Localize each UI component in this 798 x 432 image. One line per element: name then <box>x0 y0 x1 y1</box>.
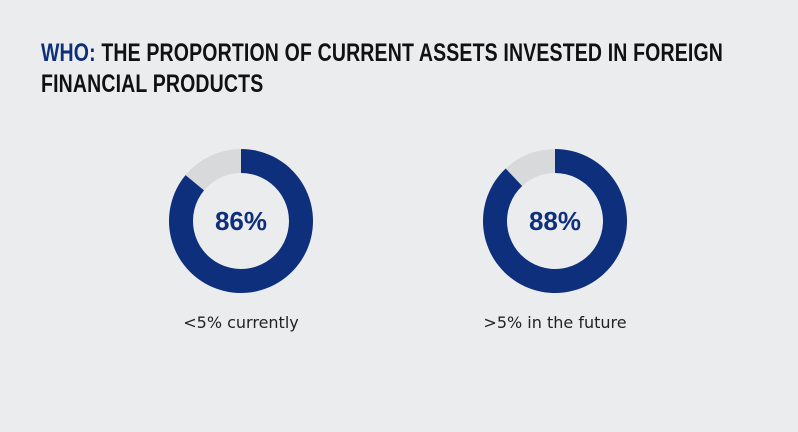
donut-caption: >5% in the future <box>483 313 627 332</box>
donut-caption: <5% currently <box>183 313 299 332</box>
donut-value-label: 88% <box>529 206 581 236</box>
donut-chart-future: 88% <box>483 149 627 293</box>
page-title: WHO: THE PROPORTION OF CURRENT ASSETS IN… <box>41 38 743 100</box>
donut-remainder-segment <box>505 149 555 187</box>
title-text: THE PROPORTION OF CURRENT ASSETS INVESTE… <box>41 39 724 98</box>
donut-value-label: 86% <box>215 206 267 236</box>
donut-remainder-segment <box>185 149 241 191</box>
donut-chart-current: 86% <box>168 149 313 293</box>
donut-value-segment <box>168 149 313 293</box>
donut-value-segment <box>483 149 627 293</box>
title-prefix: WHO: <box>41 39 96 67</box>
